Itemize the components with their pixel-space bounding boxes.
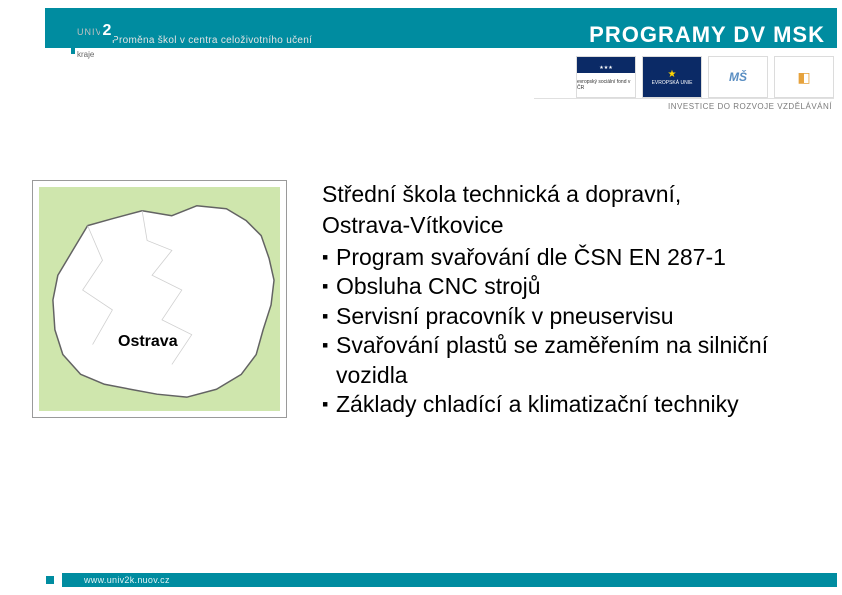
bullet-icon: ▪ [322,390,336,419]
bullet-item: ▪ Servisní pracovník v pneuservisu [322,302,830,331]
bullet-text: Program svařování dle ČSN EN 287-1 [336,243,830,272]
sponsor-op-logo: ◧ [774,56,834,98]
region-outline [53,206,274,397]
map-city-label: Ostrava [118,333,178,351]
bullet-item: ▪ Základy chladící a klimatizační techni… [322,390,830,419]
school-name-line2: Ostrava-Vítkovice [322,211,830,240]
school-name-line1: Střední škola technická a dopravní, [322,180,830,209]
logo-bar [71,8,75,54]
bullet-item: ▪ Program svařování dle ČSN EN 287-1 [322,243,830,272]
footer-bar: www.univ2k.nuov.cz [62,573,837,587]
logo-univ: UNIV [77,27,103,37]
bullet-text: Servisní pracovník v pneuservisu [336,302,830,331]
logo-kraje: kraje [77,50,94,59]
sponsor-separator [534,98,834,99]
bullet-item: ▪ Obsluha CNC strojů [322,272,830,301]
sponsor-msmt-logo: MŠ [708,56,768,98]
msk-region-map [33,181,286,417]
univ-logo: P UNIV 2 kraje [50,2,108,60]
sponsor-eu-logo: ★EVROPSKÁ UNIE [642,56,702,98]
bullet-icon: ▪ [322,302,336,331]
bullet-text: Svařování plastů se zaměřením na silničn… [336,331,830,390]
header-subtitle: Proměna škol v centra celoživotního učen… [112,35,312,46]
footer-square-icon [46,576,54,584]
bullet-icon: ▪ [322,243,336,272]
logo-two: 2 [100,22,114,40]
footer-url: www.univ2k.nuov.cz [84,575,170,585]
bullet-item: ▪ Svařování plastů se zaměřením na silni… [322,331,830,390]
bullet-icon: ▪ [322,331,336,360]
page-title: PROGRAMY DV MSK [589,22,825,48]
sponsor-caption: INVESTICE DO ROZVOJE VZDĚLÁVÁNÍ [668,102,832,111]
map-panel: Ostrava [32,180,287,418]
bullet-icon: ▪ [322,272,336,301]
bullet-text: Základy chladící a klimatizační techniky [336,390,830,419]
sponsor-esf-logo: ★★★evropský sociální fond v ČR [576,56,636,98]
content-text: Střední škola technická a dopravní, Ostr… [322,180,830,420]
bullet-text: Obsluha CNC strojů [336,272,830,301]
